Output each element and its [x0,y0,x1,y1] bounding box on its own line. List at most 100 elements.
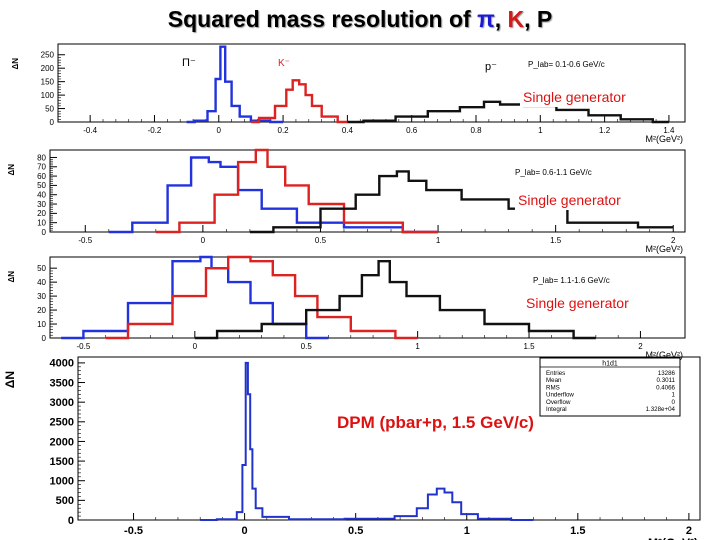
stats-row-label: Underflow [546,392,574,399]
plot-frame-3 [49,256,686,339]
x-tick-label: 0.5 [348,525,363,537]
stats-row-value: 13286 [658,370,676,377]
y-tick-label: 50 [45,104,54,113]
y-tick-label: 0 [42,334,47,343]
x-tick-label: 0 [193,342,198,351]
y-tick-label: 10 [37,218,46,227]
x-tick-label: 0.2 [278,126,290,135]
x-tick-label: -0.4 [83,126,97,135]
stats-row-label: Mean [546,377,562,384]
x-tick-label: 1 [436,236,441,245]
y-tick-label: 2500 [50,417,74,429]
x-tick-label: 2 [686,525,692,537]
x-tick-label: -0.5 [124,525,143,537]
annotation-bg [523,295,646,313]
x-axis-label: M²(GeV²) [646,244,684,254]
x-tick-label: 0 [242,525,248,537]
annotation: p⁻ [485,61,497,73]
x-tick-label: 1.5 [570,525,585,537]
series-line-s0 [186,45,284,124]
stats-row-label: Entries [546,370,565,377]
y-axis-label: ΔN [7,164,16,176]
y-tick-label: 20 [37,209,46,218]
x-axis-label: M²(GeV²) [646,134,684,144]
y-tick-label: 0 [42,228,47,237]
series-line-s1 [155,148,439,234]
y-tick-label: 50 [37,181,46,190]
y-tick-label: 40 [37,191,46,200]
annotation: Single generator [526,295,629,311]
y-tick-label: 500 [56,495,74,507]
y-tick-label: 2000 [50,436,74,448]
plot-frame-4 [77,356,701,521]
x-tick-label: 1.4 [663,126,675,135]
series-line-s2 [194,260,596,340]
y-tick-label: 0 [68,515,74,527]
annotation: P_lab= 1.1-1.6 GeV/c [533,276,610,285]
stats-row-value: 1 [672,392,676,399]
y-tick-label: 10 [37,320,46,329]
y-tick-label: 20 [37,306,46,315]
stats-row-value: 0 [672,399,676,406]
x-tick-label: 2 [671,236,676,245]
y-tick-label: 150 [41,77,55,86]
annotation: Single generator [518,192,621,208]
x-tick-label: 0.8 [470,126,482,135]
y-tick-label: 70 [37,163,46,172]
series-line-s0 [108,156,439,234]
x-tick-label: 0.6 [406,126,418,135]
x-tick-label: 1 [415,342,420,351]
x-tick-label: 0.5 [301,342,313,351]
x-tick-label: 1.2 [599,126,611,135]
x-tick-label: 1 [538,126,543,135]
stats-row-label: Integral [546,406,567,413]
y-tick-label: 200 [41,64,55,73]
y-tick-label: 60 [37,172,46,181]
x-tick-label: 0 [201,236,206,245]
y-axis-label: ΔN [3,371,17,388]
plot-frame-1 [57,43,686,123]
y-tick-label: 4000 [50,358,74,370]
x-tick-label: 0.5 [315,236,327,245]
x-tick-label: -0.5 [77,342,91,351]
annotation-bg [515,192,638,210]
series-line-s0 [200,361,534,521]
x-tick-label: 1.5 [523,342,535,351]
x-axis-label: M²(GeV²) [648,536,698,540]
y-tick-label: 1000 [50,476,74,488]
x-tick-label: 1.5 [550,236,562,245]
chart-title: Squared mass resolution of π, K, P [167,6,553,32]
stats-row-value: 0.3011 [657,377,676,384]
x-tick-label: 0 [217,126,222,135]
y-tick-label: 80 [37,153,46,162]
stats-row-value: 0.4066 [656,384,675,391]
annotation: P_lab= 0.1-0.6 GeV/c [528,60,605,69]
x-tick-label: 1 [464,525,470,537]
stats-title: h1d1 [602,361,618,368]
stats-row-label: Overflow [546,399,571,406]
y-tick-label: 40 [37,278,46,287]
series-line-s1 [105,255,418,340]
y-axis-label: ΔN [7,271,16,283]
y-tick-label: 3500 [50,377,74,389]
stats-row-value: 1.328e+04 [646,406,676,413]
annotation-bg [520,89,643,107]
y-axis-label: ΔN [11,58,20,70]
x-tick-label: -0.5 [78,236,92,245]
y-tick-label: 1500 [50,456,74,468]
y-tick-label: 250 [41,51,55,60]
series-line-p [347,100,669,124]
annotation: Single generator [523,89,626,105]
stats-box [539,357,681,417]
x-tick-label: 2 [638,342,643,351]
series-line-s0 [61,255,329,340]
annotation: DPM (pbar+p, 1.5 GeV/c) [337,413,534,432]
annotation: K⁻ [278,58,290,69]
x-tick-label: -0.2 [148,126,162,135]
y-tick-label: 3000 [50,397,74,409]
y-tick-label: 100 [41,91,55,100]
y-tick-label: 30 [37,292,46,301]
x-tick-label: 0.4 [342,126,354,135]
annotation: Π⁻ [182,57,196,69]
